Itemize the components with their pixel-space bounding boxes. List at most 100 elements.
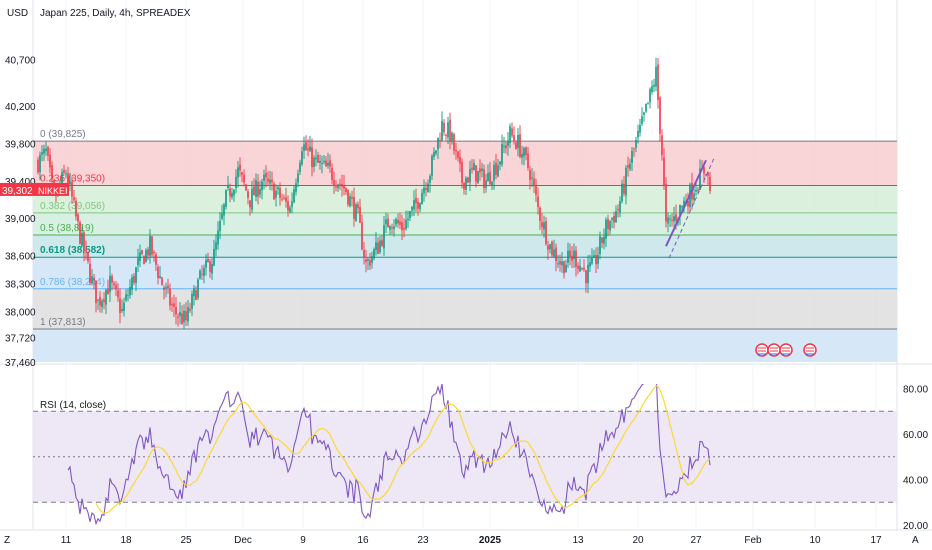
candle-body <box>531 177 533 179</box>
candle-body <box>455 149 457 152</box>
us-event-icon[interactable] <box>767 343 781 357</box>
candle-body <box>601 237 603 244</box>
candle-body <box>133 275 135 283</box>
candle-body <box>559 261 561 265</box>
candle-body <box>457 151 459 158</box>
candle-body <box>189 308 191 311</box>
candle-body <box>95 280 97 304</box>
candle-body <box>183 310 185 323</box>
candle-body <box>151 236 153 255</box>
candle-body <box>517 134 519 148</box>
candle-body <box>169 288 171 306</box>
candle-body <box>213 249 215 266</box>
candle-body <box>73 197 75 200</box>
candle-body <box>195 290 197 301</box>
candle-body <box>375 242 377 251</box>
candle-body <box>417 201 419 209</box>
candle-body <box>293 189 295 203</box>
candle-body <box>235 176 237 189</box>
candle-body <box>299 162 301 172</box>
candle-body <box>661 135 663 156</box>
candle-body <box>485 180 487 188</box>
candle-body <box>503 146 505 148</box>
candle-body <box>361 222 363 250</box>
candle-body <box>655 66 657 87</box>
candle-body <box>585 270 587 284</box>
candle-body <box>627 165 629 168</box>
candle-body <box>331 167 333 180</box>
candle-body <box>597 254 599 264</box>
candle-body <box>159 276 161 278</box>
candle-body <box>413 200 415 210</box>
candle-body <box>223 204 225 216</box>
candle-body <box>341 183 343 187</box>
candle-body <box>149 236 151 256</box>
candle-body <box>403 227 405 230</box>
x-tick-label: 23 <box>417 535 429 546</box>
candle-body <box>207 258 209 262</box>
candle-body <box>63 170 65 173</box>
candle-body <box>227 185 229 189</box>
price-tag-value: 39,302 <box>2 186 33 197</box>
currency-label: USD <box>7 8 28 19</box>
candle-body <box>333 179 335 186</box>
us-flag-icon <box>803 343 817 357</box>
candle-body <box>289 207 291 213</box>
y-tick-label: 37,460 <box>5 358 36 369</box>
candle-body <box>247 191 249 198</box>
candle-body <box>319 160 321 163</box>
chart-title: Japan 225, Daily, 4h, SPREADEX <box>40 8 191 19</box>
x-tick-label: 16 <box>357 535 369 546</box>
rsi-title: RSI (14, close) <box>40 400 106 411</box>
candle-body <box>75 200 77 217</box>
candle-body <box>581 267 583 269</box>
x-tick-label: Feb <box>744 535 762 546</box>
trendline[interactable] <box>665 159 707 247</box>
candle-body <box>81 232 83 246</box>
candle-body <box>267 178 269 182</box>
candle-body <box>279 187 281 198</box>
x-tick-label: 13 <box>572 535 584 546</box>
y-tick-label: 38,600 <box>5 252 36 263</box>
candle-body <box>521 153 523 158</box>
candle-body <box>249 200 251 208</box>
candle-body <box>433 151 435 157</box>
candle-body <box>577 265 579 269</box>
candle-body <box>47 146 49 156</box>
candle-body <box>667 217 669 224</box>
auto-scale-button[interactable]: A <box>912 535 919 546</box>
candle-body <box>105 289 107 305</box>
candle-body <box>383 225 385 249</box>
candle-body <box>113 283 115 286</box>
candle-body <box>291 201 293 207</box>
candle-body <box>669 218 671 220</box>
candle-body <box>671 219 673 221</box>
candle-body <box>595 255 597 265</box>
candle-body <box>185 311 187 321</box>
candle-body <box>231 192 233 198</box>
candle-body <box>473 163 475 171</box>
x-tick-label: 18 <box>120 535 132 546</box>
fib-zone <box>33 288 897 330</box>
candle-body <box>659 97 661 134</box>
timezone-button[interactable]: Z <box>4 535 10 546</box>
candle-body <box>297 173 299 183</box>
candle-body <box>377 242 379 254</box>
candle-body <box>225 190 227 207</box>
candle-body <box>317 155 319 163</box>
us-event-icon[interactable] <box>779 343 793 357</box>
fib-label-0-382: 0.382 (39,056) <box>40 201 105 212</box>
candle-body <box>329 160 331 167</box>
y-tick-label: 37,720 <box>5 334 36 345</box>
candle-body <box>381 239 383 246</box>
candle-body <box>653 84 655 87</box>
us-event-icon[interactable] <box>803 343 817 357</box>
candle-body <box>697 189 699 191</box>
candle-body <box>467 177 469 183</box>
candle-body <box>49 154 51 168</box>
candle-body <box>239 164 241 171</box>
candle-body <box>335 186 337 188</box>
candle-body <box>321 163 323 165</box>
us-event-icon[interactable] <box>755 343 769 357</box>
candle-body <box>587 264 589 284</box>
